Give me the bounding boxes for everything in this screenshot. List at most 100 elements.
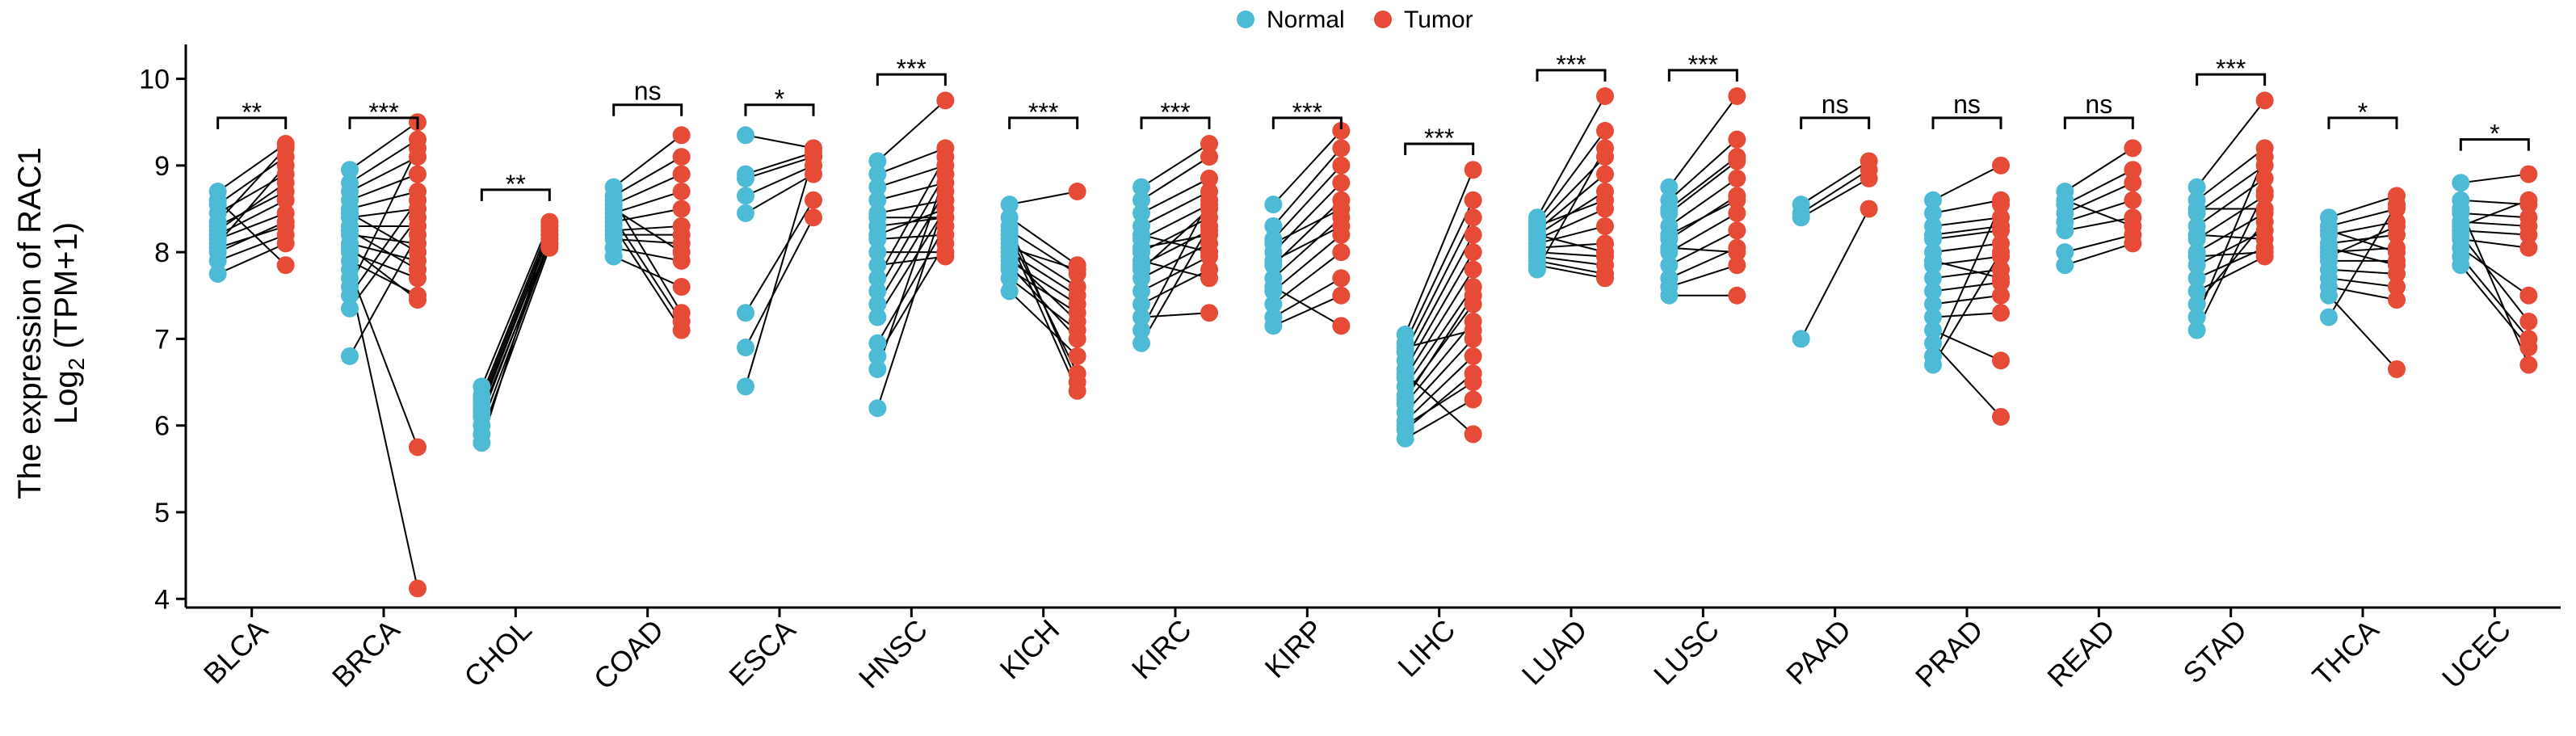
tumor-point <box>2255 91 2274 110</box>
normal-point <box>1133 295 1150 313</box>
tumor-point <box>805 208 822 227</box>
normal-point <box>2187 269 2206 288</box>
tumor-point <box>409 243 427 262</box>
pair-line <box>1932 164 2002 201</box>
x-tick-label: THCA <box>2305 613 2385 692</box>
pair-line <box>481 234 551 405</box>
normal-point <box>341 204 359 222</box>
pair-line <box>2196 178 2266 227</box>
pair-line <box>1536 251 1606 258</box>
normal-point <box>2320 221 2338 240</box>
normal-point <box>2187 247 2206 266</box>
tumor-point <box>805 143 822 162</box>
tumor-point <box>2255 212 2274 231</box>
tumor-point <box>2519 238 2538 257</box>
significance-label: *** <box>1292 98 1322 127</box>
tumor-point <box>2124 234 2142 253</box>
normal-point <box>2187 225 2206 244</box>
tumor-point <box>2255 148 2274 166</box>
pair-line <box>1141 204 1210 240</box>
significance-bracket <box>1931 116 2002 129</box>
pair-line <box>1009 246 1078 271</box>
pair-line <box>2064 199 2133 227</box>
significance-bracket <box>2459 138 2530 151</box>
pair-line <box>876 191 947 305</box>
normal-point <box>1264 196 1283 214</box>
pair-line <box>1272 208 1342 245</box>
pair-line <box>876 174 947 292</box>
tumor-point <box>672 304 691 322</box>
normal-point <box>604 225 623 244</box>
pair-line <box>1008 238 1078 392</box>
normal-point <box>604 247 623 266</box>
tumor-point <box>1332 317 1351 335</box>
tumor-point <box>1332 243 1351 262</box>
pair-line <box>1405 372 1474 431</box>
pair-line <box>349 229 418 271</box>
y-tick-label: 4 <box>154 584 170 615</box>
tumor-point <box>1332 174 1351 192</box>
pair-line <box>745 173 814 214</box>
normal-point <box>1264 295 1283 313</box>
pair-line <box>877 233 946 241</box>
pair-line <box>1932 343 2002 418</box>
normal-point <box>1396 429 1414 448</box>
tumor-point <box>1728 87 1746 106</box>
pair-line <box>1800 208 1870 339</box>
pair-line <box>1141 225 1210 344</box>
significance-label: * <box>775 85 784 114</box>
normal-point <box>2056 221 2074 240</box>
significance-label: * <box>2358 98 2368 127</box>
significance-bracket <box>1008 116 1079 129</box>
pair-line <box>1272 277 1342 318</box>
normal-point <box>1924 295 1942 313</box>
normal-point <box>737 377 754 396</box>
normal-point <box>1660 200 1679 218</box>
x-tick-label: CHOL <box>457 613 538 694</box>
pair-line <box>613 173 683 206</box>
normal-point <box>1396 416 1414 435</box>
pair-line <box>1404 303 1474 396</box>
pair-line <box>1141 233 1210 254</box>
pair-line <box>876 147 946 175</box>
normal-point <box>2056 191 2074 209</box>
pair-line <box>1405 381 1474 427</box>
pair-line <box>349 234 418 357</box>
pair-line <box>2065 233 2133 254</box>
pair-line <box>481 221 551 387</box>
pair-line <box>349 217 418 309</box>
pair-line <box>1272 286 1342 327</box>
normal-point <box>1924 308 1942 326</box>
normal-point <box>868 308 887 326</box>
tumor-point <box>805 191 822 209</box>
tumor-point <box>1596 87 1614 106</box>
normal-point <box>868 178 887 196</box>
tumor-point <box>1332 200 1351 218</box>
tumor-point <box>2388 256 2406 275</box>
pair-line <box>2460 229 2529 236</box>
normal-point <box>868 243 887 262</box>
pair-line <box>349 200 418 297</box>
normal-point <box>1133 225 1150 244</box>
tumor-point <box>409 139 427 158</box>
normal-point <box>1264 234 1283 253</box>
pair-line <box>613 191 682 214</box>
pair-line <box>876 225 947 344</box>
tumor-point <box>409 579 427 598</box>
pair-line <box>349 147 418 288</box>
pair-line <box>1141 200 1210 331</box>
tumor-point <box>1464 321 1482 339</box>
tumor-point <box>672 200 691 218</box>
tumor-point <box>1464 347 1482 365</box>
tumor-point <box>2124 217 2142 235</box>
pair-line <box>1536 255 1606 267</box>
pair-line <box>349 191 418 210</box>
tumor-point <box>1200 304 1218 322</box>
pair-line <box>2196 165 2266 214</box>
pair-line <box>1668 160 1738 214</box>
normal-point <box>1264 251 1283 270</box>
tumor-point <box>1596 165 1614 183</box>
x-tick-label: KIRP <box>1259 613 1330 684</box>
pair-line <box>349 269 418 448</box>
tumor-point <box>2124 139 2142 158</box>
